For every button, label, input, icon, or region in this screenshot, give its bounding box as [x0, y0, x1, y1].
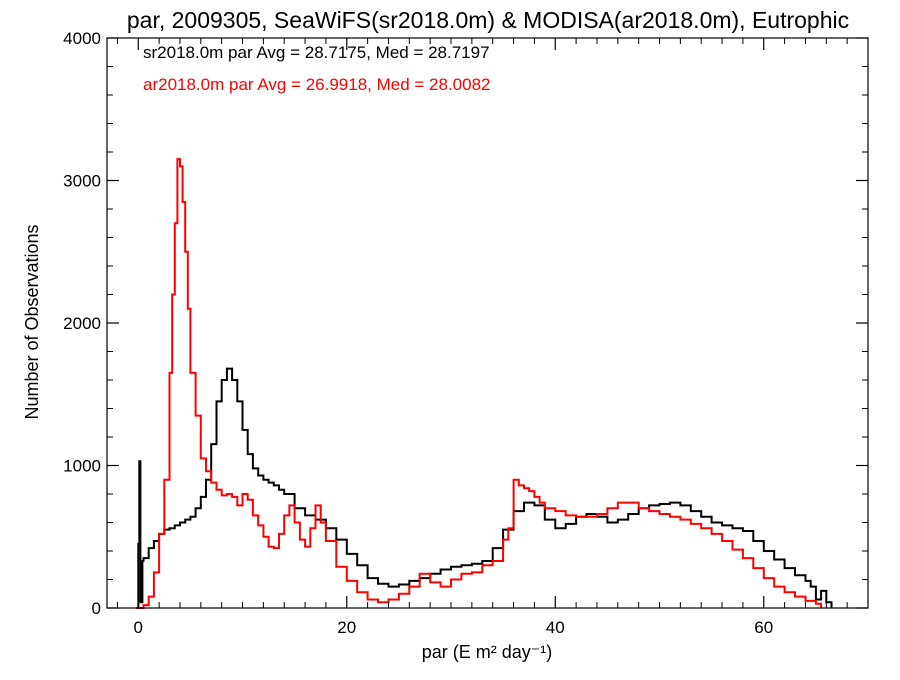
x-axis-label: par (E m² day⁻¹) — [422, 642, 553, 662]
series-line-1 — [136, 367, 833, 609]
stats-annotation-ar2018: ar2018.0m par Avg = 26.9918, Med = 28.00… — [143, 75, 491, 94]
series-line-2 — [136, 158, 823, 609]
y-tick-label: 4000 — [63, 29, 101, 48]
x-tick-label: 0 — [134, 618, 143, 637]
y-tick-label: 0 — [92, 599, 101, 618]
y-tick-label: 2000 — [63, 314, 101, 333]
x-tick-label: 20 — [337, 618, 356, 637]
y-tick-label: 3000 — [63, 172, 101, 191]
y-tick-label: 1000 — [63, 457, 101, 476]
x-tick-label: 60 — [754, 618, 773, 637]
y-axis-label: Number of Observations — [22, 224, 42, 419]
stats-annotation-sr2018: sr2018.0m par Avg = 28.7175, Med = 28.71… — [143, 43, 490, 62]
x-tick-label: 40 — [546, 618, 565, 637]
chart-title: par, 2009305, SeaWiFS(sr2018.0m) & MODIS… — [127, 7, 849, 33]
